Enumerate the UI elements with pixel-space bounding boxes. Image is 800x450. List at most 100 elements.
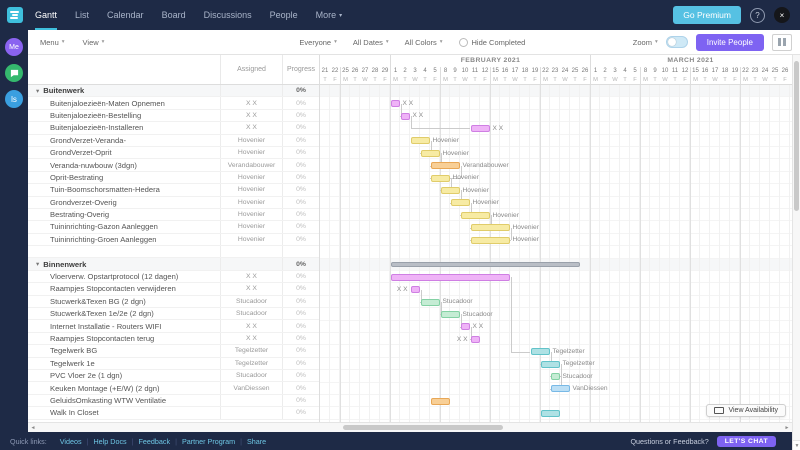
separator: | [240, 436, 242, 446]
task-row[interactable]: GrondVerzet-Veranda- Hovenier 0% [28, 134, 319, 147]
tab-discussions[interactable]: Discussions [203, 10, 252, 20]
group-summary-bar[interactable] [390, 262, 580, 268]
tab-list[interactable]: List [75, 10, 90, 20]
task-row[interactable]: Keuken Montage (+E/W) (2 dgn) VanDiessen 0… [28, 382, 319, 395]
gantt-bar[interactable] [400, 112, 410, 120]
task-row[interactable]: Buitenjaloezieën-Maten Opnemen X X 0% [28, 97, 319, 110]
invite-people-button[interactable]: Invite People [695, 33, 764, 51]
help-icon[interactable]: ? [750, 7, 765, 23]
view-dropdown[interactable]: View ▾ [83, 38, 105, 47]
task-row[interactable]: Walk In Closet 0% [28, 407, 319, 420]
tab-board[interactable]: Board [161, 10, 186, 20]
gantt-bar[interactable] [470, 224, 510, 232]
vertical-scroll-thumb[interactable] [794, 61, 799, 211]
footer-link[interactable]: Help Docs [93, 436, 127, 446]
task-row[interactable]: Grondverzet-Overig Hovenier 0% [28, 196, 319, 209]
footer-link[interactable]: Videos [59, 436, 82, 446]
gantt-bar[interactable] [390, 273, 510, 281]
chat-icon[interactable] [5, 64, 23, 82]
task-row[interactable]: Stucwerk&Texen BG (2 dgn) Stucadoor 0% [28, 295, 319, 309]
zoom-dropdown[interactable]: Zoom ▾ [633, 38, 658, 47]
tab-people[interactable]: People [269, 10, 298, 20]
gantt-bar[interactable] [430, 397, 450, 405]
task-row[interactable]: Vloerverw. Opstartprotocol (12 dagen) X X… [28, 270, 319, 284]
footer-link[interactable]: Share [246, 436, 267, 446]
footer-link[interactable]: Partner Program [181, 436, 236, 446]
vertical-scrollbar[interactable]: ▼ [792, 55, 800, 450]
task-row[interactable]: Veranda-nuwbouw (3dgn) Verandabouwer 0% [28, 159, 319, 172]
task-row[interactable]: GrondVerzet-Oprit Hovenier 0% [28, 146, 319, 160]
collapse-icon[interactable]: ▾ [36, 87, 40, 95]
everyone-dropdown[interactable]: Everyone ▾ [299, 38, 336, 47]
gantt-bar[interactable] [470, 236, 510, 244]
top-navigation: Gantt List Calendar Board Discussions People M… [0, 0, 800, 30]
hide-completed-checkbox[interactable]: Hide Completed [458, 37, 525, 47]
gantt-bar[interactable] [410, 137, 430, 145]
group-row[interactable]: ▾ Buitenwerk 0% [28, 85, 319, 98]
scroll-right-arrow[interactable]: ► [784, 424, 790, 431]
zoom-toggle[interactable] [665, 36, 688, 48]
gantt-bar[interactable] [420, 298, 440, 306]
gantt-bar[interactable] [540, 410, 560, 418]
task-row[interactable]: Oprit-Bestrating Hovenier 0% [28, 171, 319, 185]
gantt-bar[interactable] [420, 149, 440, 157]
task-row[interactable]: Raampjes Stopcontacten terug X X 0% [28, 332, 319, 346]
gantt-bar[interactable] [550, 385, 570, 393]
tab-calendar[interactable]: Calendar [107, 10, 144, 20]
tab-more[interactable]: More ▾ [315, 10, 343, 20]
task-row[interactable]: Tuininrichting-Groen Aanleggen Hovenier 0% [28, 233, 319, 247]
gantt-bar[interactable] [430, 162, 460, 170]
gantt-bar[interactable] [460, 323, 470, 331]
task-row[interactable]: PVC Vloer 2e (1 dgn) Stucadoor 0% [28, 369, 319, 383]
avatar-me[interactable]: Me [5, 38, 23, 56]
task-row[interactable]: Buitenjaloezieën-Installeren X X 0% [28, 122, 319, 135]
go-premium-button[interactable]: Go Premium [673, 6, 741, 24]
task-row[interactable]: Raampjes Stopcontacten verwijderen X X 0% [28, 283, 319, 296]
all-dates-dropdown[interactable]: All Dates ▾ [353, 38, 389, 47]
lets-chat-button[interactable]: LET'S CHAT [716, 435, 776, 447]
gantt-bar[interactable] [550, 372, 560, 380]
gantt-bar[interactable] [440, 310, 460, 318]
horizontal-scrollbar[interactable]: ◄ ► [28, 422, 792, 432]
task-row[interactable]: Buitenjaloezieën-Bestelling X X 0% [28, 109, 319, 123]
gantt-bar[interactable] [390, 100, 400, 108]
gantt-bar[interactable] [450, 199, 470, 207]
layout-columns-icon[interactable] [772, 33, 792, 51]
gantt-bar[interactable] [440, 186, 460, 194]
menu-dropdown[interactable]: Menu ▾ [40, 38, 65, 47]
app-shortcut-icon[interactable]: ls [5, 90, 23, 108]
horizontal-scroll-thumb[interactable] [343, 425, 503, 430]
task-name: Binnenwerk [43, 259, 87, 269]
gantt-bar[interactable] [530, 348, 550, 356]
scroll-left-arrow[interactable]: ◄ [30, 424, 36, 431]
assigned-cell: Hovenier [220, 221, 282, 233]
scroll-down-arrow[interactable]: ▼ [793, 440, 800, 450]
view-availability-button[interactable]: View Availability [706, 404, 786, 417]
footer-link[interactable]: Feedback [138, 436, 171, 446]
gantt-bar[interactable] [410, 286, 420, 294]
task-row[interactable]: Tegelwerk 1e Tegelzetter 0% [28, 357, 319, 370]
task-row[interactable]: GeluidsOmkasting WTW Ventilatie 0% [28, 394, 319, 408]
gantt-bar[interactable] [470, 335, 480, 343]
task-name: Tuininrichting-Groen Aanleggen [50, 234, 157, 244]
progress-cell: 0% [282, 85, 319, 97]
gantt-bar[interactable] [540, 360, 560, 368]
all-colors-dropdown[interactable]: All Colors ▾ [405, 38, 443, 47]
tab-gantt[interactable]: Gantt [35, 0, 58, 30]
group-row[interactable]: ▾ Binnenwerk 0% [28, 258, 319, 271]
assigned-column-header: Assigned [220, 55, 282, 84]
gantt-bar[interactable] [430, 174, 450, 182]
app-logo-icon[interactable] [7, 7, 23, 23]
gantt-bar[interactable] [460, 211, 490, 219]
task-row[interactable]: Tuin-Boomschorsmatten-Hedera Hovenier 0% [28, 184, 319, 197]
chevron-down-icon: ▾ [385, 39, 389, 45]
task-row[interactable]: Stucwerk&Texen 1e/2e (2 dgn) Stucadoor 0% [28, 308, 319, 321]
gantt-bar[interactable] [470, 124, 490, 132]
task-row[interactable]: Tuininrichting-Gazon Aanleggen Hovenier 0% [28, 221, 319, 234]
avatar-button[interactable]: × [774, 7, 790, 23]
task-row[interactable]: Tegelwerk BG Tegelzetter 0% [28, 345, 319, 358]
task-row[interactable]: Internet Installatie - Routers WIFI X X 0% [28, 320, 319, 333]
task-row[interactable]: Bestrating-Overig Hovenier 0% [28, 208, 319, 222]
collapse-icon[interactable]: ▾ [36, 261, 40, 269]
progress-cell: 0% [282, 382, 319, 394]
